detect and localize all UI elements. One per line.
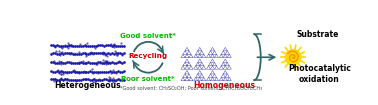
Text: Homogeneous: Homogeneous	[193, 81, 255, 90]
Circle shape	[285, 50, 301, 65]
Text: Photocatalytic
oxidation: Photocatalytic oxidation	[288, 64, 351, 84]
Text: Poor solvent*: Poor solvent*	[121, 76, 175, 82]
Text: Substrate: Substrate	[296, 30, 339, 39]
Text: Recycling: Recycling	[129, 53, 168, 60]
Text: Good solvent*: Good solvent*	[120, 33, 176, 39]
Text: Heterogeneous: Heterogeneous	[54, 81, 121, 90]
Text: *Good solvent: CH₃SO₂OH; Poor solvent: CH₃CH₂OCH₂CH₃: *Good solvent: CH₃SO₂OH; Poor solvent: C…	[119, 86, 262, 91]
